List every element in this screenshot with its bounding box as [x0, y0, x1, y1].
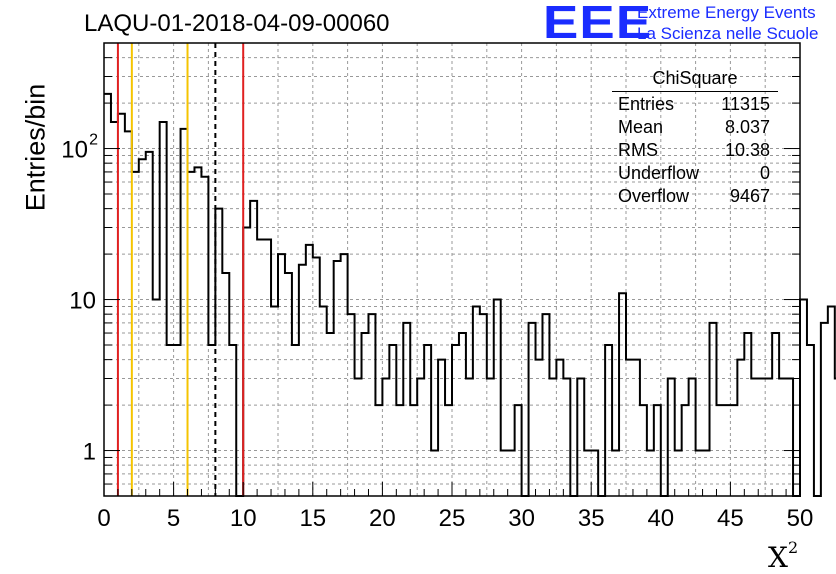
x-tick-label: 25	[439, 505, 466, 532]
x-tick-label: 45	[717, 505, 744, 532]
x-tick-label: 35	[578, 505, 605, 532]
x-axis-label-superscript: 2	[787, 538, 799, 557]
stats-label: Mean	[618, 117, 664, 137]
histogram-series-line	[104, 92, 836, 497]
x-tick-label: 10	[230, 505, 257, 532]
stats-row-rms: RMS 10.38	[612, 138, 778, 161]
x-tick-label: 15	[299, 505, 326, 532]
chart-title: LAQU-01-2018-04-09-00060	[84, 10, 390, 37]
y-axis-label: Entries/bin	[20, 83, 51, 212]
y-tick-label-exponent: 2	[89, 132, 98, 149]
x-tick-label: 30	[508, 505, 535, 532]
stats-box: ChiSquare Entries 11315 Mean 8.037 RMS 10.3…	[612, 68, 778, 207]
x-axis-label-base: X	[768, 541, 788, 574]
stats-label: RMS	[618, 140, 658, 160]
stats-value: 9467	[729, 186, 770, 206]
stats-row-entries: Entries 11315	[612, 92, 778, 115]
stats-row-underflow: Underflow 0	[612, 161, 778, 184]
x-tick-label: 5	[167, 505, 180, 532]
x-tick-label: 50	[787, 505, 814, 532]
stats-header: ChiSquare	[612, 68, 778, 92]
stats-label: Overflow	[618, 186, 690, 206]
eee-logo-mark: EEE	[543, 0, 653, 48]
stats-value: 10.38	[724, 140, 770, 160]
stats-value: 11315	[721, 94, 770, 114]
eee-logo: EEE Extreme Energy Events La Scienza nel…	[543, 0, 833, 48]
x-tick-label: 40	[647, 505, 674, 532]
stats-row-mean: Mean 8.037	[612, 115, 778, 138]
stats-label: Entries	[618, 94, 675, 114]
x-tick-label: 0	[97, 505, 110, 532]
stats-value: 0	[759, 163, 770, 183]
stats-label: Underflow	[618, 163, 700, 183]
y-tick-label: 10	[69, 288, 96, 315]
x-tick-label: 20	[369, 505, 396, 532]
x-axis-label: X2	[768, 538, 798, 574]
stats-value: 8.037	[724, 117, 770, 137]
eee-logo-line2: La Scienza nelle Scuole	[637, 24, 819, 43]
stats-row-overflow: Overflow 9467	[612, 184, 778, 207]
eee-logo-line1: Extreme Energy Events	[637, 3, 816, 22]
y-tick-label: 10	[61, 137, 88, 164]
y-tick-label: 1	[83, 439, 96, 466]
